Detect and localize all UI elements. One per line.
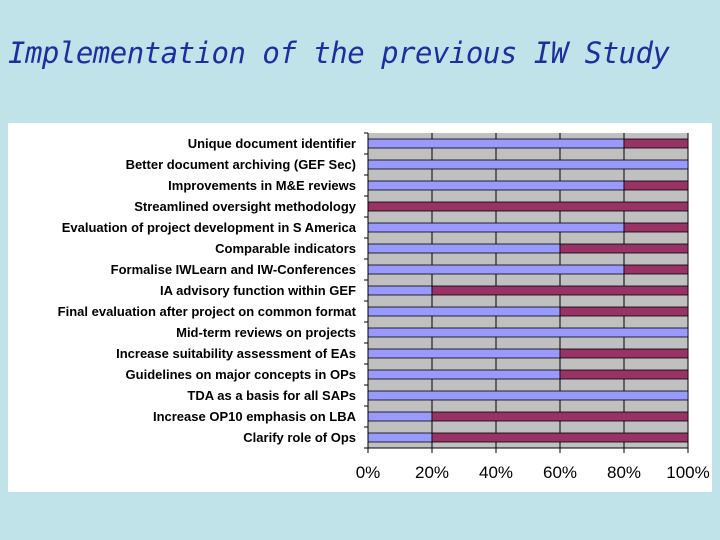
bar-implemented [367, 264, 625, 275]
bar-not-implemented [559, 306, 689, 317]
category-label: Final evaluation after project on common… [58, 304, 357, 319]
bar-not-implemented [431, 411, 689, 422]
category-label: Comparable indicators [215, 241, 356, 256]
category-label: Increase OP10 emphasis on LBA [153, 409, 357, 424]
bar-not-implemented [623, 180, 689, 191]
category-label: Formalise IWLearn and IW-Conferences [111, 262, 356, 277]
x-tick-label: 60% [543, 463, 577, 482]
bar-implemented [367, 159, 689, 170]
category-label: Improvements in M&E reviews [168, 178, 356, 193]
bar-not-implemented [623, 222, 689, 233]
x-tick-label: 0% [356, 463, 381, 482]
bar-not-implemented [367, 201, 689, 212]
category-label: Better document archiving (GEF Sec) [126, 157, 356, 172]
bar-implemented [367, 138, 625, 149]
category-label: Guidelines on major concepts in OPs [126, 367, 356, 382]
bar-implemented [367, 285, 433, 296]
bar-not-implemented [559, 348, 689, 359]
bar-not-implemented [431, 285, 689, 296]
bar-implemented [367, 222, 625, 233]
bar-implemented [367, 327, 689, 338]
bar-implemented [367, 369, 561, 380]
slide-title: Implementation of the previous IW Study [8, 36, 670, 70]
bar-not-implemented [431, 432, 689, 443]
bar-not-implemented [559, 243, 689, 254]
category-label: Mid-term reviews on projects [176, 325, 356, 340]
bar-implemented [367, 348, 561, 359]
bar-implemented [367, 243, 561, 254]
bar-implemented [367, 411, 433, 422]
category-label: Clarify role of Ops [243, 430, 356, 445]
category-label: Increase suitability assessment of EAs [116, 346, 356, 361]
bar-implemented [367, 390, 689, 401]
x-tick-label: 20% [415, 463, 449, 482]
x-tick-label: 40% [479, 463, 513, 482]
category-label: IA advisory function within GEF [160, 283, 356, 298]
bar-not-implemented [623, 138, 689, 149]
x-tick-label: 100% [666, 463, 709, 482]
category-label: Unique document identifier [188, 136, 356, 151]
bar-implemented [367, 432, 433, 443]
bar-not-implemented [559, 369, 689, 380]
bar-implemented [367, 306, 561, 317]
category-label: TDA as a basis for all SAPs [187, 388, 356, 403]
chart-panel: 0% 20% 40% 60% 80% 100% Unique document identi… [8, 123, 712, 492]
x-tick-label: 80% [607, 463, 641, 482]
stacked-bar-chart: 0% 20% 40% 60% 80% 100% Unique document identi… [58, 132, 710, 482]
category-label: Evaluation of project development in S A… [62, 220, 357, 235]
bar-not-implemented [623, 264, 689, 275]
bar-implemented [367, 180, 625, 191]
category-label: Streamlined oversight methodology [134, 199, 357, 214]
